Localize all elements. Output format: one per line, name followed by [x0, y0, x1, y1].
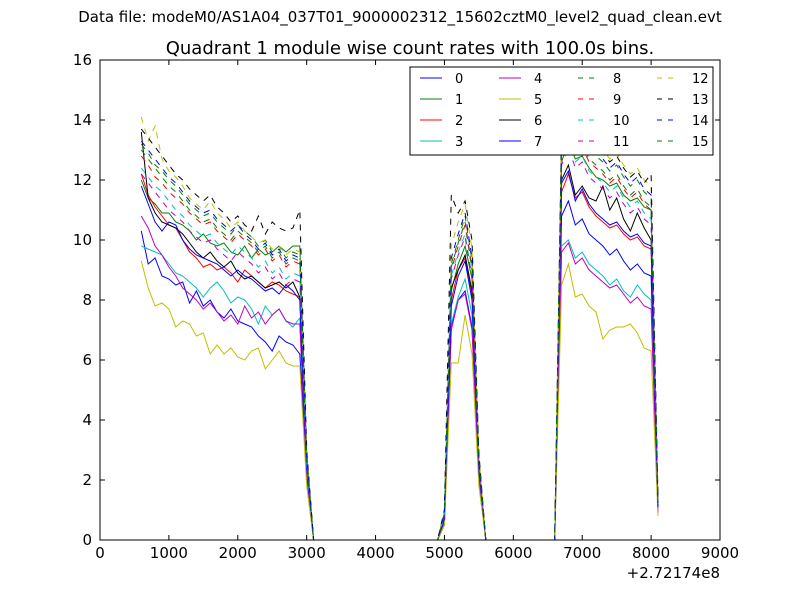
legend-label-6: 6	[534, 114, 542, 129]
x-tick-label: 0	[95, 544, 105, 562]
legend-label-10: 10	[613, 114, 630, 129]
legend-label-0: 0	[455, 72, 463, 87]
y-tick-label: 14	[73, 111, 92, 129]
x-tick-label: 8000	[632, 544, 670, 562]
series-line-10	[140, 110, 659, 541]
y-tick-label: 6	[82, 351, 92, 369]
series-line-8	[140, 118, 659, 541]
ticks-layer: 0 1000 2000 3000 4000 5000 6000 7000 8000 9000 0 2 4…	[73, 51, 739, 562]
x-offset-label: +2.72174e8	[627, 564, 720, 582]
legend-label-8: 8	[613, 72, 621, 87]
legend-frame	[409, 66, 714, 156]
x-tick-label: 6000	[494, 544, 532, 562]
legend-label-13: 13	[692, 93, 709, 108]
legend-label-1: 1	[455, 93, 463, 108]
legend-label-7: 7	[534, 135, 542, 150]
x-tick-label: 9000	[701, 544, 739, 562]
legend-label-2: 2	[455, 114, 463, 129]
y-tick-label: 8	[82, 291, 92, 309]
x-tick-label: 1000	[150, 544, 188, 562]
figure-suptitle: Data file: modeM0/AS1A04_037T01_90000023…	[78, 8, 722, 26]
y-tick-label: 2	[82, 471, 92, 489]
x-tick-label: 3000	[288, 544, 326, 562]
legend-label-12: 12	[692, 72, 709, 87]
legend-label-15: 15	[692, 135, 709, 150]
series-line-9	[140, 130, 659, 541]
y-tick-label: 16	[73, 51, 92, 69]
x-tick-label: 7000	[563, 544, 601, 562]
y-tick-label: 10	[73, 231, 92, 249]
legend-label-9: 9	[613, 93, 621, 108]
x-tick-label: 2000	[219, 544, 257, 562]
y-tick-label: 12	[73, 171, 92, 189]
legend-label-11: 11	[613, 135, 630, 150]
y-tick-label: 0	[82, 531, 92, 549]
y-tick-label: 4	[82, 411, 92, 429]
x-tick-label: 5000	[425, 544, 463, 562]
legend-label-14: 14	[692, 114, 709, 129]
chart-title: Quadrant 1 module wise count rates with …	[166, 38, 655, 59]
legend-label-3: 3	[455, 135, 463, 150]
x-tick-label: 4000	[356, 544, 394, 562]
legend-label-4: 4	[534, 72, 542, 87]
legend-label-5: 5	[534, 93, 542, 108]
